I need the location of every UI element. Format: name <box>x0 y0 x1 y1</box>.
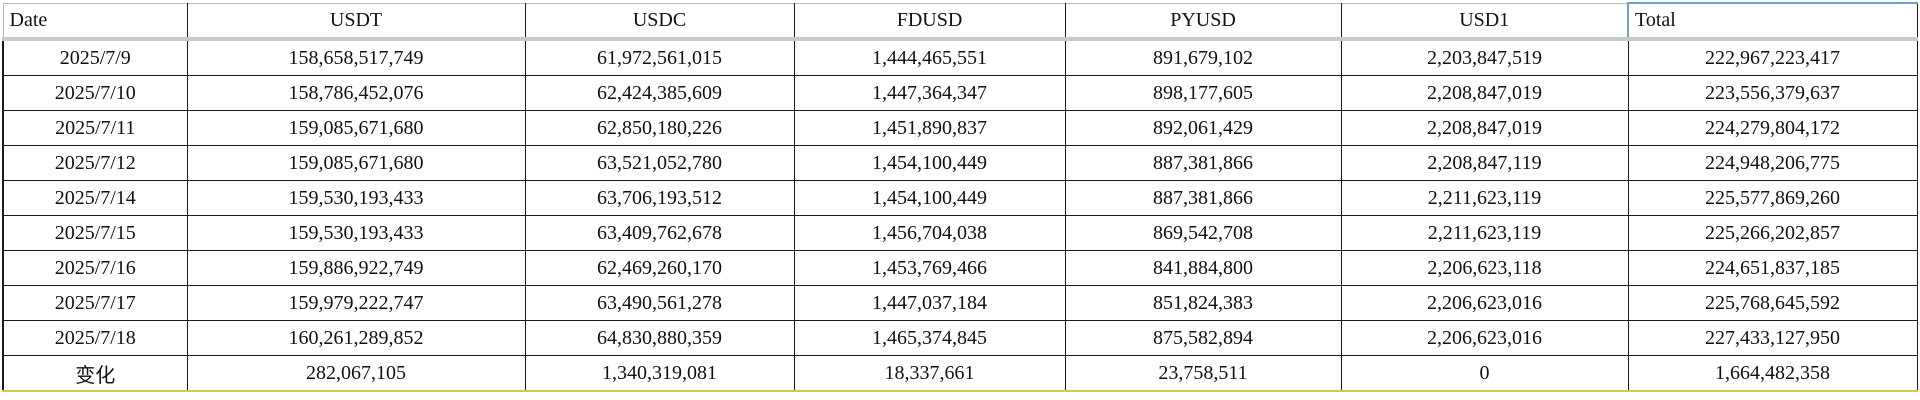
table-row: 2025/7/14 159,530,193,433 63,706,193,512 1,… <box>2 180 1918 216</box>
cell-usdt[interactable]: 158,658,517,749 <box>187 39 526 76</box>
change-cell-usdc[interactable]: 1,340,319,081 <box>525 355 795 392</box>
cell-usdc[interactable]: 61,972,561,015 <box>525 39 795 76</box>
cell-fdusd[interactable]: 1,447,364,347 <box>794 75 1066 111</box>
cell-pyusd[interactable]: 869,542,708 <box>1065 215 1342 251</box>
cell-total[interactable]: 225,577,869,260 <box>1628 180 1918 216</box>
column-header-pyusd[interactable]: PYUSD <box>1065 2 1342 41</box>
cell-fdusd[interactable]: 1,447,037,184 <box>794 285 1066 321</box>
cell-usd1[interactable]: 2,206,623,118 <box>1341 250 1629 286</box>
cell-usdc[interactable]: 63,490,561,278 <box>525 285 795 321</box>
table-row: 2025/7/9 158,658,517,749 61,972,561,015 1,4… <box>2 39 1918 76</box>
column-header-total[interactable]: Total <box>1627 2 1918 41</box>
table-row: 2025/7/10 158,786,452,076 62,424,385,609 1,… <box>2 75 1918 111</box>
cell-usdt[interactable]: 159,886,922,749 <box>187 250 526 286</box>
column-header-usdt[interactable]: USDT <box>187 2 526 41</box>
cell-pyusd[interactable]: 892,061,429 <box>1065 110 1342 146</box>
cell-total[interactable]: 223,556,379,637 <box>1628 75 1918 111</box>
cell-usdt[interactable]: 159,085,671,680 <box>187 110 526 146</box>
column-header-usdc[interactable]: USDC <box>525 2 795 41</box>
change-cell-fdusd[interactable]: 18,337,661 <box>794 355 1066 392</box>
cell-pyusd[interactable]: 898,177,605 <box>1065 75 1342 111</box>
cell-fdusd[interactable]: 1,456,704,038 <box>794 215 1066 251</box>
cell-pyusd[interactable]: 891,679,102 <box>1065 39 1342 76</box>
cell-usdt[interactable]: 159,530,193,433 <box>187 180 526 216</box>
cell-fdusd[interactable]: 1,454,100,449 <box>794 145 1066 181</box>
change-cell-usdt[interactable]: 282,067,105 <box>187 355 526 392</box>
cell-usd1[interactable]: 2,208,847,119 <box>1341 145 1629 181</box>
change-cell-usd1[interactable]: 0 <box>1341 355 1629 392</box>
cell-date[interactable]: 2025/7/14 <box>2 180 188 216</box>
cell-usd1[interactable]: 2,206,623,016 <box>1341 285 1629 321</box>
cell-date[interactable]: 2025/7/17 <box>2 285 188 321</box>
cell-fdusd[interactable]: 1,444,465,551 <box>794 39 1066 76</box>
cell-usd1[interactable]: 2,203,847,519 <box>1341 39 1629 76</box>
cell-date[interactable]: 2025/7/11 <box>2 110 188 146</box>
stablecoin-supply-table: Date USDT USDC FDUSD PYUSD USD1 Total 20… <box>2 2 1918 392</box>
table-row: 2025/7/12 159,085,671,680 63,521,052,780 1,… <box>2 145 1918 181</box>
cell-pyusd[interactable]: 875,582,894 <box>1065 320 1342 356</box>
cell-pyusd[interactable]: 887,381,866 <box>1065 145 1342 181</box>
cell-date[interactable]: 2025/7/15 <box>2 215 188 251</box>
header-row: Date USDT USDC FDUSD PYUSD USD1 Total <box>2 2 1918 41</box>
table-row: 2025/7/15 159,530,193,433 63,409,762,678 1,… <box>2 215 1918 251</box>
table-row: 2025/7/16 159,886,922,749 62,469,260,170 1,… <box>2 250 1918 286</box>
cell-usd1[interactable]: 2,208,847,019 <box>1341 75 1629 111</box>
cell-pyusd[interactable]: 851,824,383 <box>1065 285 1342 321</box>
change-cell-total[interactable]: 1,664,482,358 <box>1628 355 1918 392</box>
cell-date[interactable]: 2025/7/9 <box>2 39 188 76</box>
cell-date[interactable]: 2025/7/10 <box>2 75 188 111</box>
cell-total[interactable]: 222,967,223,417 <box>1628 39 1918 76</box>
cell-date[interactable]: 2025/7/16 <box>2 250 188 286</box>
cell-total[interactable]: 225,266,202,857 <box>1628 215 1918 251</box>
cell-usdt[interactable]: 160,261,289,852 <box>187 320 526 356</box>
column-header-usd1[interactable]: USD1 <box>1341 2 1629 41</box>
change-cell-pyusd[interactable]: 23,758,511 <box>1065 355 1342 392</box>
cell-total[interactable]: 224,279,804,172 <box>1628 110 1918 146</box>
cell-fdusd[interactable]: 1,453,769,466 <box>794 250 1066 286</box>
cell-usdc[interactable]: 63,706,193,512 <box>525 180 795 216</box>
column-header-fdusd[interactable]: FDUSD <box>794 2 1066 41</box>
table-body: 2025/7/9 158,658,517,749 61,972,561,015 1,4… <box>2 39 1918 392</box>
cell-date[interactable]: 2025/7/18 <box>2 320 188 356</box>
cell-usdt[interactable]: 158,786,452,076 <box>187 75 526 111</box>
cell-usd1[interactable]: 2,206,623,016 <box>1341 320 1629 356</box>
cell-total[interactable]: 224,948,206,775 <box>1628 145 1918 181</box>
change-cell-date[interactable]: 变化 <box>2 355 188 392</box>
table-row: 2025/7/17 159,979,222,747 63,490,561,278 1,… <box>2 285 1918 321</box>
cell-usdt[interactable]: 159,530,193,433 <box>187 215 526 251</box>
cell-date[interactable]: 2025/7/12 <box>2 145 188 181</box>
column-header-date[interactable]: Date <box>2 2 188 41</box>
cell-usd1[interactable]: 2,211,623,119 <box>1341 180 1629 216</box>
change-row: 变化 282,067,105 1,340,319,081 18,337,661 23,7… <box>2 355 1918 392</box>
cell-usdt[interactable]: 159,979,222,747 <box>187 285 526 321</box>
cell-fdusd[interactable]: 1,454,100,449 <box>794 180 1066 216</box>
cell-usdc[interactable]: 63,521,052,780 <box>525 145 795 181</box>
cell-usdc[interactable]: 62,424,385,609 <box>525 75 795 111</box>
cell-usdc[interactable]: 64,830,880,359 <box>525 320 795 356</box>
cell-usdc[interactable]: 62,469,260,170 <box>525 250 795 286</box>
cell-fdusd[interactable]: 1,465,374,845 <box>794 320 1066 356</box>
cell-pyusd[interactable]: 887,381,866 <box>1065 180 1342 216</box>
cell-usdt[interactable]: 159,085,671,680 <box>187 145 526 181</box>
cell-fdusd[interactable]: 1,451,890,837 <box>794 110 1066 146</box>
cell-usd1[interactable]: 2,211,623,119 <box>1341 215 1629 251</box>
table-row: 2025/7/18 160,261,289,852 64,830,880,359 1,… <box>2 320 1918 356</box>
table-row: 2025/7/11 159,085,671,680 62,850,180,226 1,… <box>2 110 1918 146</box>
cell-usd1[interactable]: 2,208,847,019 <box>1341 110 1629 146</box>
cell-total[interactable]: 227,433,127,950 <box>1628 320 1918 356</box>
cell-pyusd[interactable]: 841,884,800 <box>1065 250 1342 286</box>
cell-usdc[interactable]: 62,850,180,226 <box>525 110 795 146</box>
cell-total[interactable]: 225,768,645,592 <box>1628 285 1918 321</box>
cell-total[interactable]: 224,651,837,185 <box>1628 250 1918 286</box>
cell-usdc[interactable]: 63,409,762,678 <box>525 215 795 251</box>
